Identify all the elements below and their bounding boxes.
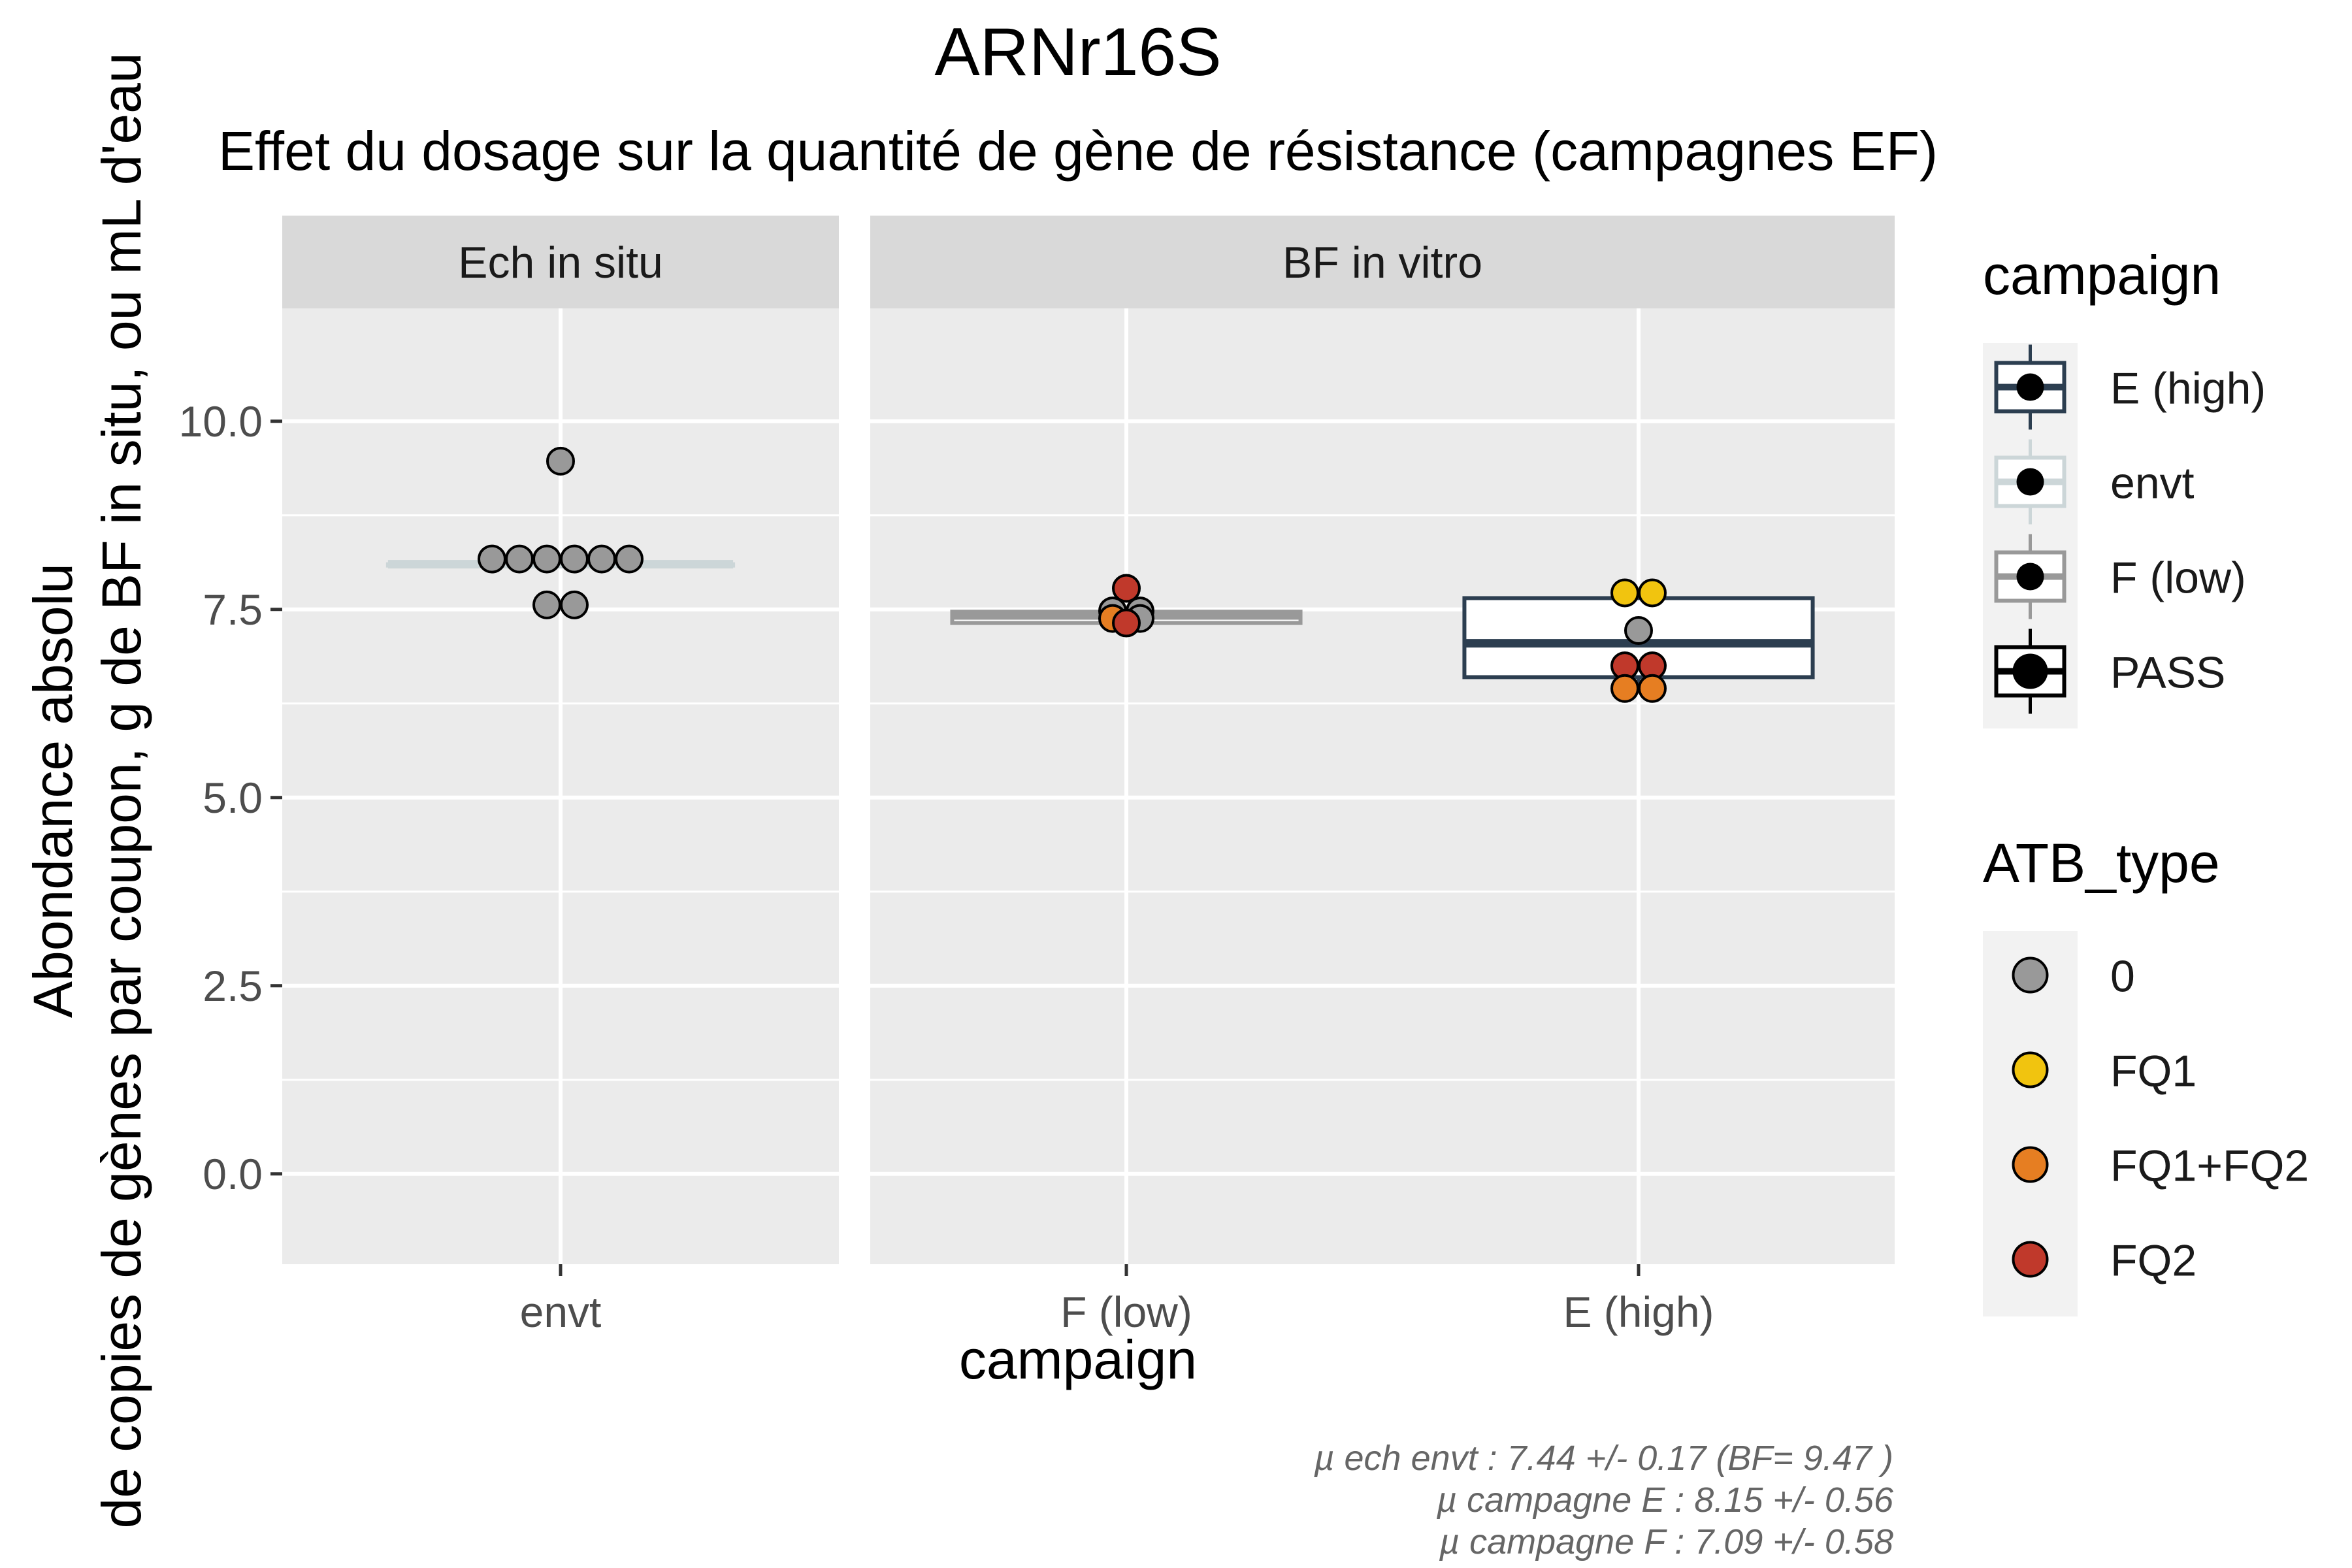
- legend-label: FQ1: [2110, 1047, 2197, 1096]
- legend-campaign: campaign E (high) envt F (low) PASS: [1983, 244, 2266, 728]
- legend-key-point: [2012, 1241, 2049, 1278]
- legend-label: PASS: [2110, 648, 2225, 698]
- legend-key-point: [2016, 563, 2044, 591]
- x-axis-label: campaign: [959, 1329, 1197, 1390]
- legend-entry-envt: envt: [1994, 439, 2195, 525]
- legend-label: FQ1+FQ2: [2110, 1141, 2309, 1191]
- data-point-0: [615, 544, 644, 574]
- facet-strip: [282, 216, 839, 308]
- legend-entry-0: 0: [2012, 952, 2135, 1002]
- data-point-0: [478, 544, 506, 574]
- chart-title: ARNr16S: [934, 14, 1221, 90]
- legend: campaign E (high) envt F (low) PASS ATB_type 0…: [1983, 244, 2309, 1316]
- legend-label: 0: [2110, 952, 2135, 1002]
- legend-entry-fq1: FQ1: [2012, 1047, 2197, 1096]
- y-tick-label: 2.5: [203, 962, 263, 1010]
- facet-strip: [870, 216, 1895, 308]
- y-tick-label: 10.0: [179, 397, 263, 446]
- facet-ech-in-situ: Ech in situ envt 0.0 2.5 5.0 7.5 10.0: [179, 216, 839, 1336]
- legend-key-point: [2016, 373, 2044, 401]
- legend-key-point: [2012, 1051, 2049, 1088]
- legend-label: FQ2: [2110, 1236, 2197, 1286]
- legend-entry-fq1-fq2: FQ1+FQ2: [2012, 1141, 2309, 1191]
- chart-caption: µ ech envt : 7.44 +/- 0.17 (BF= 9.47 )µ …: [1313, 1439, 1894, 1561]
- data-point-0: [532, 590, 561, 619]
- data-point-fq1-fq2: [1610, 674, 1639, 703]
- y-axis-label-line-1: Abondance absolu: [22, 563, 84, 1018]
- legend-entry-fq2: FQ2: [2012, 1236, 2197, 1286]
- data-point-0: [560, 544, 589, 574]
- facet-strip-label: BF in vitro: [1282, 238, 1482, 287]
- caption-line: µ campagne E : 8.15 +/- 0.56: [1436, 1480, 1894, 1520]
- legend-atb-type: ATB_type 0 FQ1 FQ1+FQ2 FQ2: [1983, 832, 2309, 1316]
- data-point-0: [546, 446, 575, 476]
- data-point-fq1: [1638, 578, 1667, 608]
- panel-background: [870, 308, 1895, 1264]
- caption-line: µ campagne F : 7.09 +/- 0.58: [1439, 1522, 1893, 1561]
- data-point-fq2: [1112, 608, 1141, 638]
- legend-label: E (high): [2110, 364, 2266, 414]
- data-point-0: [532, 544, 561, 574]
- legend-key-point: [2012, 1146, 2049, 1183]
- legend-key-point: [2016, 468, 2044, 496]
- data-point-0: [560, 590, 589, 619]
- caption-line: µ ech envt : 7.44 +/- 0.17 (BF= 9.47 ): [1313, 1439, 1893, 1478]
- y-tick-label: 5.0: [203, 774, 263, 822]
- data-point-0: [505, 544, 534, 574]
- legend-key-point: [2012, 956, 2049, 994]
- legend-label: F (low): [2110, 553, 2246, 603]
- box-envt: [385, 560, 736, 569]
- plot-panels: Ech in situ envt 0.0 2.5 5.0 7.5 10.0 BF in vit…: [179, 216, 1895, 1336]
- y-axis-label-line-2: de copies de gènes par coupon, g de BF i…: [91, 52, 152, 1528]
- legend-entry-e-high: E (high): [1994, 344, 2266, 430]
- data-point-fq1: [1610, 578, 1639, 608]
- data-point-0: [587, 544, 616, 574]
- x-tick-label: envt: [520, 1288, 602, 1336]
- data-point-fq1-fq2: [1638, 674, 1667, 703]
- x-tick-label: E (high): [1563, 1288, 1714, 1336]
- legend-entry-pass: PASS: [1994, 629, 2225, 714]
- chart-subtitle: Effet du dosage sur la quantité de gène …: [218, 120, 1938, 182]
- x-tick-label: F (low): [1060, 1288, 1192, 1336]
- y-tick-label: 0.0: [203, 1150, 263, 1198]
- legend-entry-f-low: F (low): [1994, 534, 2246, 619]
- legend-label: envt: [2110, 459, 2195, 508]
- facet-strip-label: Ech in situ: [458, 238, 663, 287]
- legend-title: campaign: [1983, 244, 2221, 306]
- data-point-0: [1624, 616, 1653, 645]
- facet-bf-in-vitro: BF in vitro F (low) E (high): [870, 216, 1895, 1336]
- data-point-fq2: [1112, 574, 1141, 603]
- legend-title: ATB_type: [1983, 832, 2220, 894]
- legend-key-point: [2012, 653, 2048, 689]
- y-tick-label: 7.5: [203, 585, 263, 634]
